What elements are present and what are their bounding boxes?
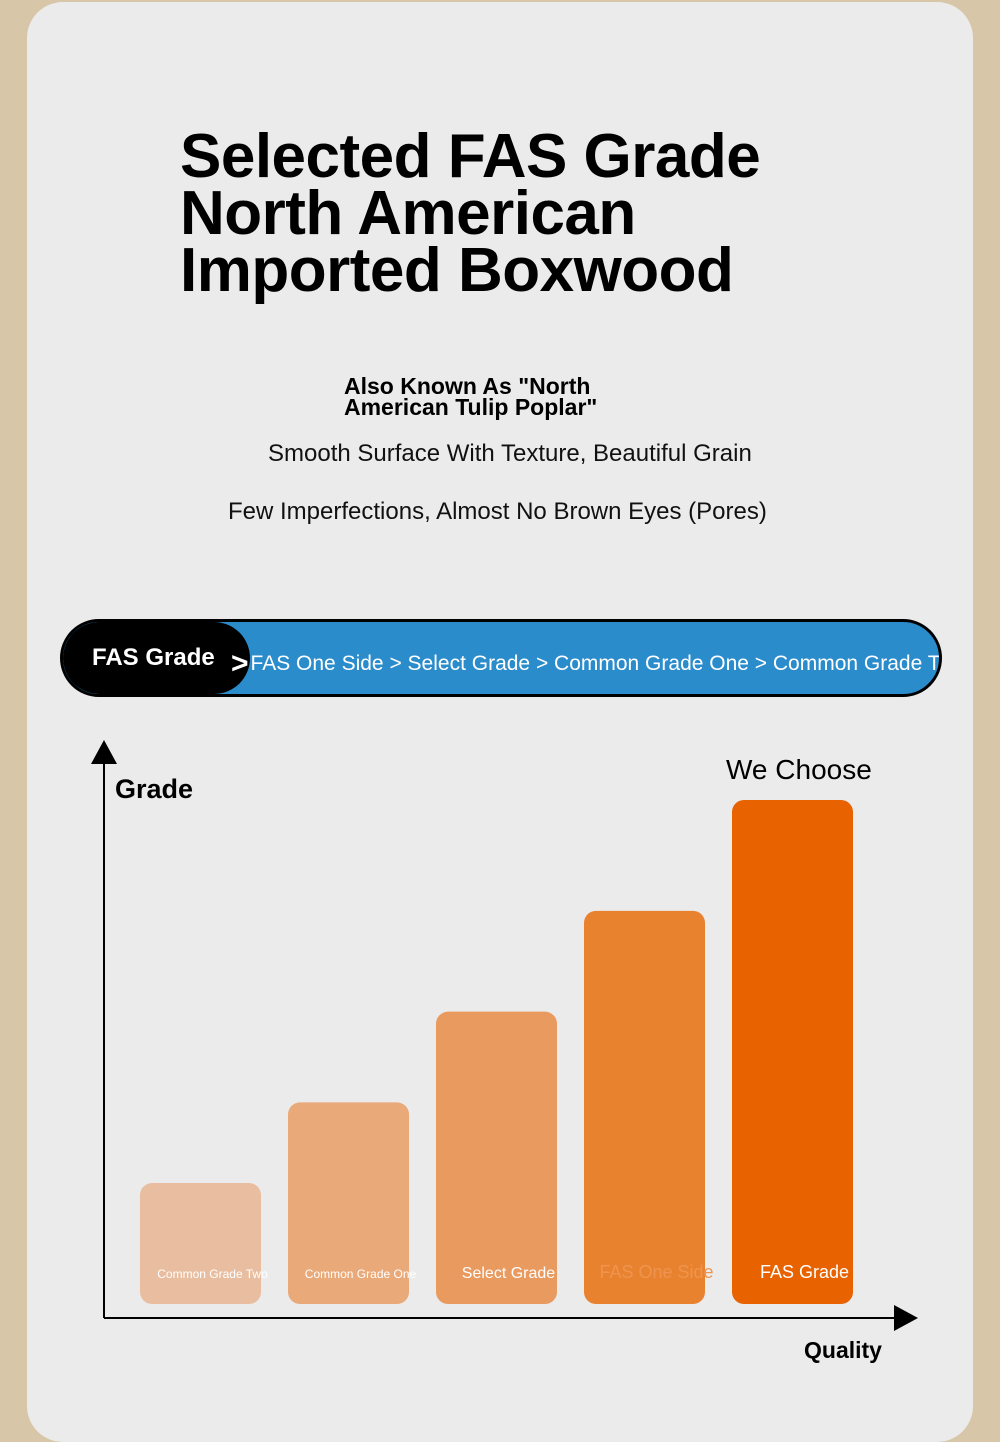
we-choose-annotation: We Choose [726, 754, 872, 785]
title-line-2: North American [180, 179, 636, 248]
bars-group: Common Grade Two Common Grade One Select G… [140, 800, 853, 1304]
grade-sequence: >FAS One Side > Select Grade > Common Gr… [231, 644, 942, 680]
bar-fas-grade [732, 800, 853, 1304]
bar-label-4: FAS Grade [760, 1262, 849, 1282]
x-axis-arrow [894, 1305, 918, 1331]
bar-select-grade [436, 1011, 557, 1304]
sequence-text: FAS One Side > Select Grade > Common Gra… [250, 652, 942, 675]
aka-line-2: American Tulip Poplar" [344, 394, 598, 420]
grade-bar-chart: Common Grade Two Common Grade One Select G… [91, 740, 918, 1331]
bar-common-grade-one [288, 1102, 409, 1304]
y-axis-arrow [91, 740, 117, 764]
bar-fas-one-side [584, 910, 705, 1304]
bar-label-2: Select Grade [462, 1265, 555, 1282]
feature-grain: Smooth Surface With Texture, Beautiful G… [268, 440, 752, 467]
title-line-1: Selected FAS Grade [180, 122, 761, 191]
sequence-arrow: > [231, 647, 249, 680]
bar-label-3: FAS One Side [599, 1262, 713, 1282]
bar-label-0: Common Grade Two [157, 1267, 268, 1281]
y-axis-title: Grade [115, 774, 194, 804]
page-title: Selected FAS Grade North American Import… [180, 122, 880, 305]
feature-imperfections: Few Imperfections, Almost No Brown Eyes … [228, 498, 767, 525]
grade-ranking-bar: FAS Grade >FAS One Side > Select Grade >… [60, 619, 942, 697]
also-known-as: Also Known As "North American Tulip Popl… [344, 373, 644, 420]
bar-common-grade-two [140, 1183, 261, 1304]
title-line-3: Imported Boxwood [180, 236, 734, 305]
aka-line-1: Also Known As "North [344, 373, 591, 399]
current-grade-badge: FAS Grade [63, 622, 250, 694]
x-axis-title: Quality [804, 1337, 882, 1363]
bar-label-1: Common Grade One [305, 1267, 417, 1281]
